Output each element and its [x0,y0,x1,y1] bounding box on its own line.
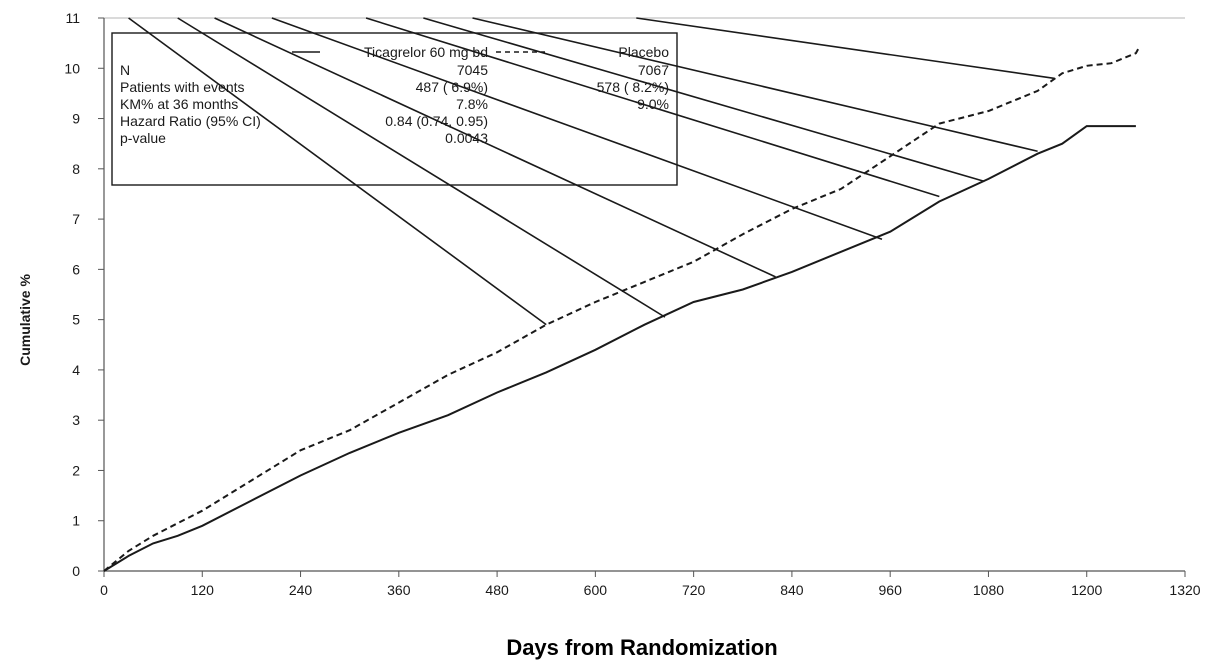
placebo-series-line [103,45,1141,572]
legend-row-label: p-value [120,130,166,146]
legend-placebo-value: 578 ( 8.2%) [597,79,669,95]
x-tick-label: 0 [100,582,108,598]
leader-line [177,17,666,318]
leader-line [271,17,883,240]
x-tick-label: 480 [485,582,509,598]
legend-ticagrelor-value: 0.84 (0.74, 0.95) [385,113,488,129]
x-tick-label: 1320 [1169,582,1200,598]
legend-ticagrelor-value: 7.8% [456,96,488,112]
y-tick-label: 11 [65,10,80,26]
x-tick-label: 1200 [1071,582,1102,598]
leader-line [472,17,1038,153]
leader-line [214,17,776,278]
legend-row-label: Patients with events [120,79,245,95]
legend-placebo-value: 9.0% [637,96,669,112]
x-tick-label: 600 [584,582,608,598]
x-tick-label: 360 [387,582,411,598]
leader-line [423,17,985,183]
legend-row-label: N [120,62,130,78]
legend-ticagrelor-value: 7045 [457,62,488,78]
leader-line [128,17,547,326]
legend-row-label: Hazard Ratio (95% CI) [120,113,261,129]
y-tick-label: 6 [72,261,80,277]
y-tick-label: 2 [72,462,80,478]
x-tick-label: 840 [780,582,804,598]
legend-ticagrelor-value: 0.0043 [445,130,488,146]
y-axis-title-group: Cumulative % [17,274,33,366]
legend-placebo-label: Placebo [618,44,669,60]
x-axis-title: Days from Randomization [506,635,777,660]
leader-line [636,17,1055,80]
y-tick-label: 4 [72,362,80,378]
ticagrelor-series-line [103,125,1136,572]
y-tick-label: 0 [72,563,80,579]
legend-box: Ticagrelor 60 mg bd Placebo N 7045 7067 Patie… [111,32,678,186]
legend-ticagrelor-label: Ticagrelor 60 mg bd [364,44,488,60]
y-axis-title: Cumulative % [17,274,33,366]
legend-row-label: KM% at 36 months [120,96,238,112]
legend-placebo-value: 7067 [638,62,669,78]
x-tick-label: 720 [682,582,706,598]
y-tick-label: 9 [72,111,80,127]
y-tick-label: 7 [72,211,80,227]
y-tick-label: 3 [72,412,80,428]
y-tick-label: 1 [72,513,80,529]
leader-line [365,17,940,198]
x-tick-label: 960 [879,582,903,598]
x-tick-label: 240 [289,582,313,598]
y-tick-label: 8 [72,161,80,177]
legend-frame [111,32,678,186]
y-tick-label: 5 [72,312,80,328]
x-tick-label: 1080 [973,582,1004,598]
legend-ticagrelor-value: 487 ( 6.9%) [416,79,488,95]
y-tick-label: 10 [64,60,80,76]
x-tick-label: 120 [191,582,215,598]
plot-area: 0 120 240 360 480 600 720 840 960 1080 1200 1320 0 1 2… [64,10,1200,598]
